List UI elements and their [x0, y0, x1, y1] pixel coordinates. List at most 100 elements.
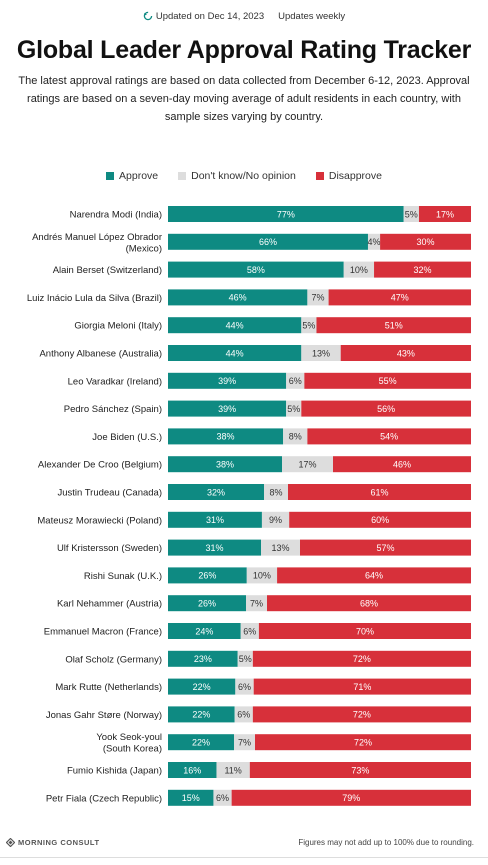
data-label-approve: 39% [218, 376, 236, 386]
data-label-dontknow: 6% [238, 682, 251, 692]
legend-label-dontknow: Don't know/No opinion [191, 170, 296, 182]
data-label-dontknow: 6% [216, 793, 229, 803]
bar-disapprove [374, 261, 471, 278]
bar-approve [168, 511, 262, 528]
bar-approve [168, 317, 302, 334]
data-label-approve: 58% [247, 265, 265, 275]
footer: MORNING CONSULT Figures may not add up t… [0, 838, 488, 852]
bar-dontknow [367, 233, 381, 250]
category-label: Andrés Manuel López Obrador (Mexico) [32, 232, 162, 255]
data-label-dontknow: 8% [289, 432, 302, 442]
data-label-dontknow: 6% [289, 376, 302, 386]
data-label-disapprove: 79% [342, 793, 360, 803]
bar-disapprove [300, 539, 471, 556]
bar-disapprove [418, 206, 471, 222]
data-label-disapprove: 61% [370, 487, 388, 497]
bar-approve [168, 484, 264, 500]
data-label-approve: 66% [259, 237, 277, 247]
legend-item-approve: Approve [106, 169, 158, 183]
data-label-approve: 46% [229, 293, 247, 303]
data-label-approve: 23% [194, 654, 212, 664]
data-label-approve: 24% [195, 626, 213, 636]
bar-disapprove [231, 789, 471, 806]
data-label-approve: 32% [207, 487, 225, 497]
bar-approve [168, 206, 404, 222]
morning-consult-logo-icon [6, 838, 15, 847]
data-label-dontknow: 10% [350, 265, 368, 275]
data-label-dontknow: 11% [224, 765, 241, 775]
bar-approve [168, 400, 287, 417]
category-label: Pedro Sánchez (Spain) [64, 404, 162, 415]
data-label-approve: 31% [205, 543, 223, 553]
data-label-disapprove: 54% [380, 432, 398, 442]
data-label-approve: 22% [193, 682, 211, 692]
bar-approve [168, 456, 282, 473]
data-label-dontknow: 7% [311, 293, 324, 303]
data-label-disapprove: 51% [385, 321, 403, 331]
chart-legend: Approve Don't know/No opinion Disapprove [0, 169, 488, 183]
data-label-dontknow: 13% [312, 348, 330, 358]
bar-disapprove [289, 511, 471, 528]
bar-approve [168, 289, 308, 306]
category-label: Fumio Kishida (Japan) [67, 766, 162, 777]
bar-approve [168, 428, 284, 445]
data-label-dontknow: 5% [302, 321, 315, 331]
data-label-disapprove: 60% [371, 515, 389, 525]
data-label-dontknow: 4% [368, 237, 381, 247]
brand-name: MORNING CONSULT [18, 838, 100, 847]
bar-dontknow [283, 428, 308, 445]
updated-date: Updated on Dec 14, 2023 [155, 10, 265, 22]
bar-disapprove [258, 623, 471, 639]
data-label-disapprove: 57% [376, 543, 394, 553]
bar-dontknow [213, 789, 232, 806]
approval-chart: Narendra Modi (India) 77% 5% 17% Andrés Manu… [27, 206, 471, 806]
bar-dontknow [264, 484, 288, 500]
bar-approve [168, 261, 344, 278]
data-label-approve: 38% [216, 460, 234, 470]
data-label-disapprove: 73% [351, 765, 369, 775]
update-info: Updated on Dec 14, 2023 [143, 11, 264, 22]
category-label: Leo Varadkar (Ireland) [68, 376, 162, 387]
category-label: Yook Seok-youl (South Korea) [96, 732, 162, 755]
bottom-divider [0, 857, 488, 858]
bar-disapprove [277, 567, 471, 584]
data-label-disapprove: 55% [379, 376, 397, 386]
bar-disapprove [252, 706, 471, 723]
bar-dontknow [234, 706, 253, 723]
data-label-dontknow: 17% [298, 460, 316, 470]
data-label-dontknow: 10% [253, 571, 271, 581]
bar-disapprove [380, 233, 471, 250]
data-label-dontknow: 6% [243, 626, 256, 636]
bar-approve [168, 567, 247, 584]
bar-dontknow [286, 400, 302, 417]
bar-approve [168, 539, 261, 556]
data-label-dontknow: 5% [405, 209, 418, 219]
bar-approve [168, 233, 368, 250]
data-label-dontknow: 5% [239, 654, 252, 664]
category-label: Giorgia Meloni (Italy) [74, 321, 162, 332]
data-label-approve: 16% [183, 765, 201, 775]
data-label-dontknow: 9% [269, 515, 282, 525]
category-label: Petr Fiala (Czech Republic) [46, 793, 162, 804]
data-label-approve: 31% [206, 515, 224, 525]
bar-disapprove [304, 372, 471, 389]
bar-disapprove [307, 428, 471, 445]
bar-approve [168, 678, 236, 695]
bar-dontknow [307, 289, 329, 306]
category-label: Narendra Modi (India) [70, 210, 162, 221]
bar-disapprove [316, 317, 471, 334]
data-label-approve: 26% [198, 571, 216, 581]
legend-swatch-dontknow [178, 172, 187, 180]
category-label: Alain Berset (Switzerland) [53, 265, 162, 276]
data-label-disapprove: 72% [353, 654, 371, 664]
brand-logo: MORNING CONSULT [6, 838, 100, 847]
category-label: Alexander De Croo (Belgium) [38, 460, 162, 471]
data-label-disapprove: 46% [393, 460, 411, 470]
category-label: Rishi Sunak (U.K.) [84, 571, 162, 582]
bar-approve [168, 345, 302, 361]
bar-dontknow [240, 623, 259, 639]
data-label-dontknow: 6% [237, 710, 250, 720]
refresh-icon [143, 11, 153, 21]
footer-note: Figures may not add up to 100% due to ro… [298, 838, 474, 847]
update-frequency: Updates weekly [278, 10, 346, 22]
